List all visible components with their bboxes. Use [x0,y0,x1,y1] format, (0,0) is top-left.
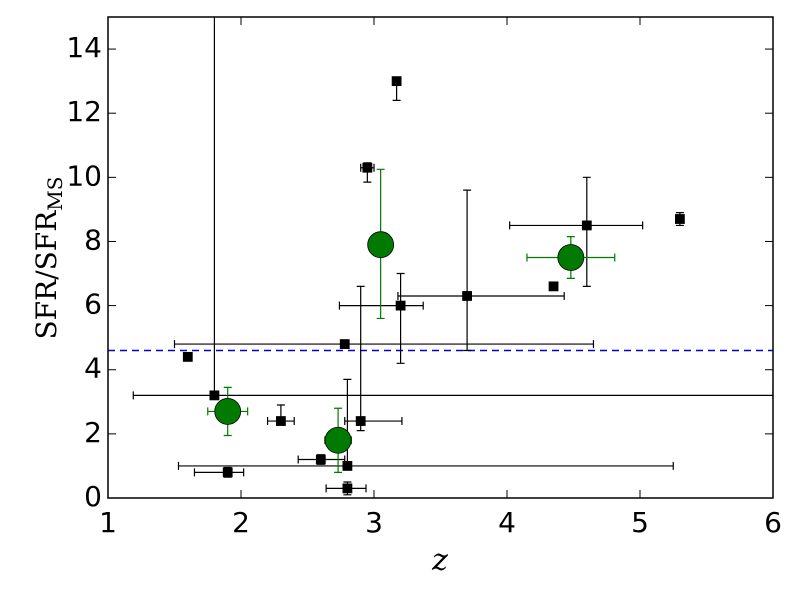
y-error-bar [356,285,365,432]
y-tick-label: 0 [84,480,102,513]
marker [339,339,350,349]
y-tick-label: 4 [84,352,102,385]
y-tick-label: 8 [84,223,102,256]
x-error-bar [193,468,245,477]
x-error-bar [509,221,644,230]
x-error-bar [338,301,424,310]
plot-area [108,17,773,496]
y-axis-label: SFR/SFRMS [30,176,67,339]
marker [362,162,373,173]
y-tick-label: 12 [66,95,102,128]
marker [315,454,326,465]
marker [342,483,353,494]
marker [222,467,233,478]
marker [548,281,559,292]
x-error-bar [397,291,565,300]
x-error-bar [173,340,595,349]
marker [275,416,286,426]
y-tick-label: 14 [66,31,102,64]
marker [209,390,220,401]
x-error-bar [177,461,674,470]
y-tick-label: 6 [84,288,102,321]
y-error-bar [582,176,591,287]
marker [342,461,353,471]
x-axis-label: z [431,543,448,578]
marker [214,398,242,425]
marker [462,291,473,301]
y-tick-label: 2 [84,416,102,449]
x-tick-label: 6 [764,506,782,539]
marker [324,426,352,454]
marker [355,416,366,426]
marker [395,300,406,311]
x-tick-label: 4 [498,506,516,539]
y-axis-label-subscript: MS [43,176,67,210]
x-error-bar [132,391,773,400]
y-tick-label: 10 [66,159,102,192]
y-error-bar [396,272,405,364]
marker [581,220,592,231]
frame [107,16,774,499]
marker [367,231,395,259]
x-tick-label: 3 [365,506,383,539]
x-tick-label: 1 [99,506,117,539]
y-axis-label-main: SFR/SFR [30,210,63,340]
x-tick-label: 5 [631,506,649,539]
marker [557,244,585,271]
marker [182,352,193,362]
marker [391,76,402,87]
x-tick-label: 2 [232,506,250,539]
y-error-bar [463,189,472,352]
x-error-bar [344,417,403,426]
marker [675,214,685,224]
